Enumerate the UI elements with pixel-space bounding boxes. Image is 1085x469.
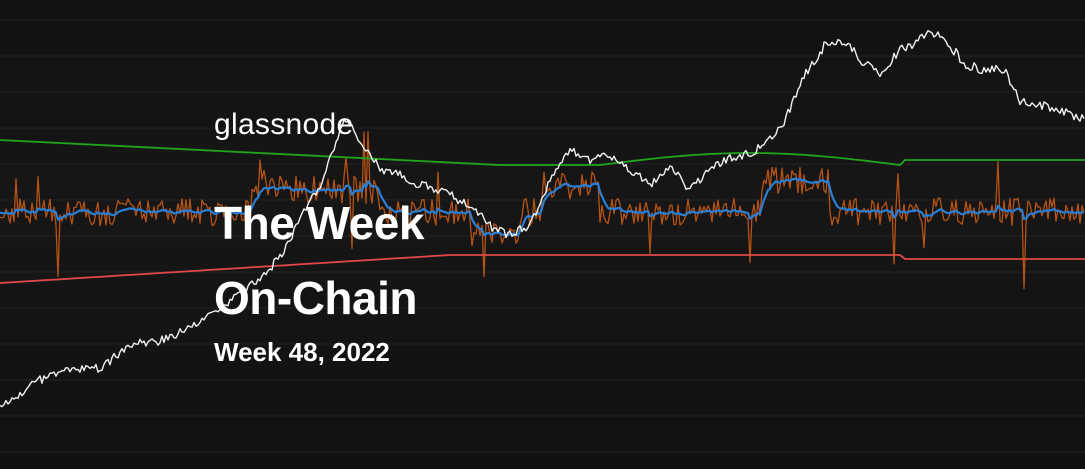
title-line-2: On-Chain	[214, 272, 417, 324]
chart-gridlines	[0, 19, 1085, 453]
oscillator-smoothed-series	[0, 177, 1084, 237]
title-line-1: The Week	[214, 197, 424, 249]
upper-band-line	[0, 139, 1085, 166]
page-title: The Week On-Chain	[214, 186, 424, 336]
lower-band-line	[0, 254, 1085, 284]
brand-wordmark: glassnode	[214, 108, 354, 141]
price-series	[0, 30, 1085, 408]
issue-subtitle: Week 48, 2022	[214, 337, 390, 367]
